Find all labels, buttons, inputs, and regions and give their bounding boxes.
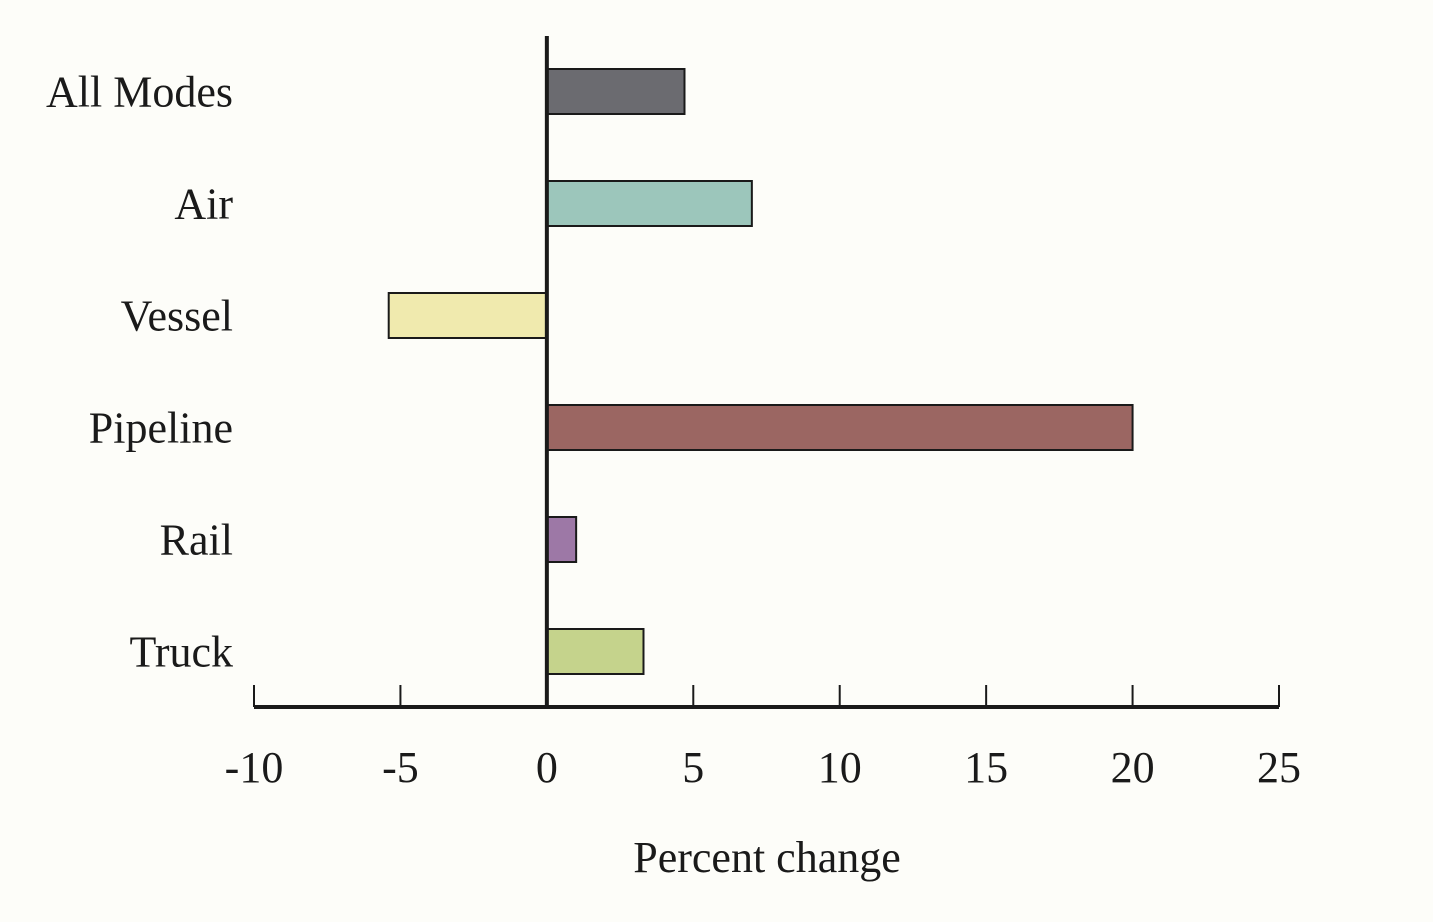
x-tick-label-1: -5	[382, 743, 419, 792]
bars-group	[387, 68, 1134, 675]
category-label-rail: Rail	[160, 516, 233, 565]
category-labels: All Modes Air Vessel Pipeline Rail Truck	[46, 68, 233, 677]
category-label-all-modes: All Modes	[46, 68, 233, 117]
x-tick-label-5: 15	[964, 743, 1008, 792]
bar-all-modes	[545, 68, 686, 115]
x-axis-ticks	[253, 685, 1280, 707]
bar-pipeline	[545, 404, 1134, 451]
bar-air	[545, 180, 753, 227]
category-label-pipeline: Pipeline	[89, 404, 233, 453]
bar-rail	[545, 516, 578, 563]
bar-vessel	[387, 292, 548, 339]
x-axis-title: Percent change	[633, 833, 901, 882]
x-tick-label-0: -10	[225, 743, 284, 792]
x-tick-label-4: 10	[818, 743, 862, 792]
category-label-air: Air	[174, 180, 233, 229]
x-tick-label-6: 20	[1111, 743, 1155, 792]
x-tick-label-2: 0	[536, 743, 558, 792]
category-label-vessel: Vessel	[121, 292, 233, 341]
x-tick-label-3: 5	[682, 743, 704, 792]
x-tick-label-7: 25	[1257, 743, 1301, 792]
x-axis-tick-labels: -10 -5 0 5 10 15 20 25	[225, 743, 1301, 792]
category-label-truck: Truck	[129, 628, 233, 677]
bar-truck	[545, 628, 645, 675]
